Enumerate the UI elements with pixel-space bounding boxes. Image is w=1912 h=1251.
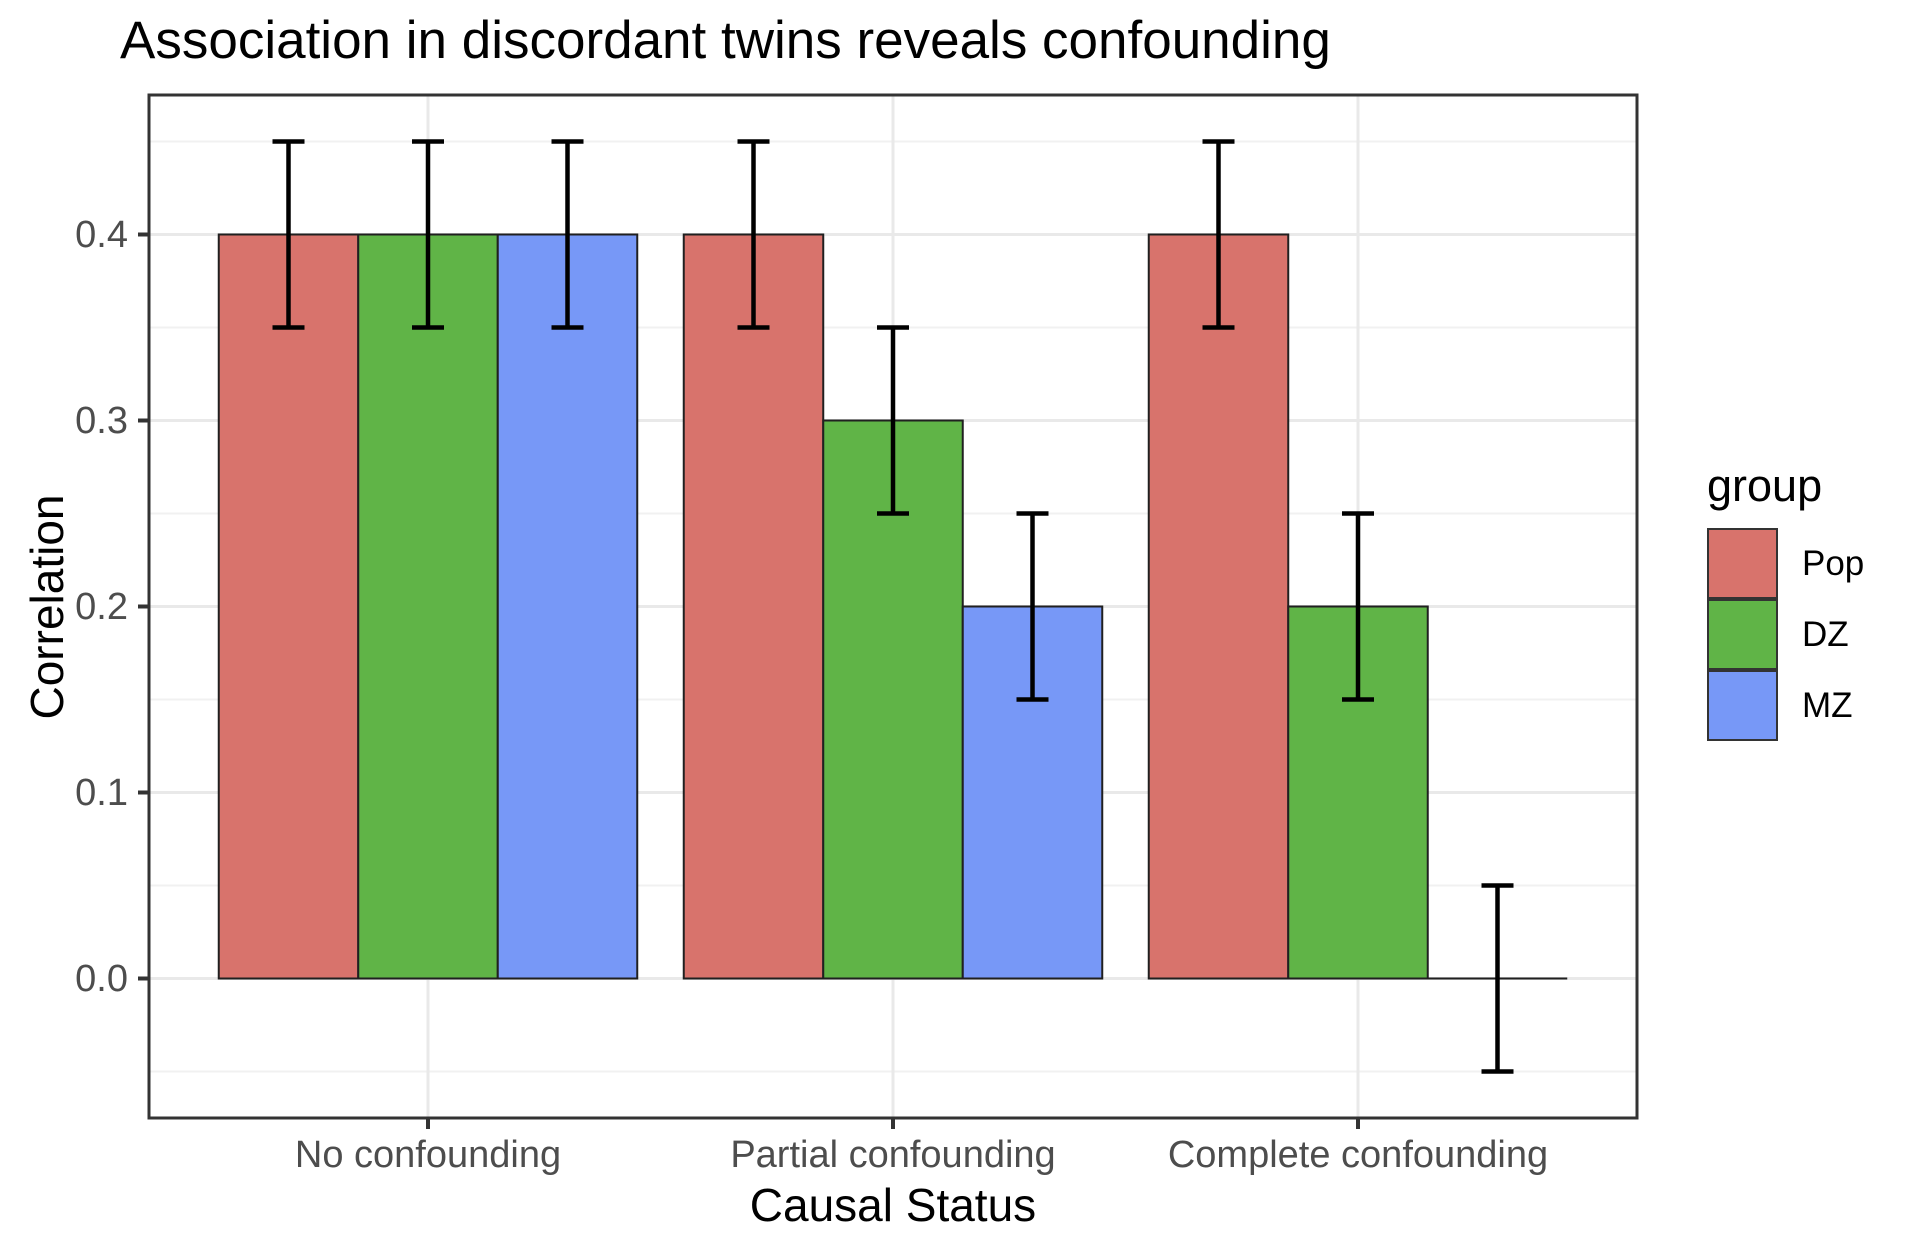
legend-swatch-dz — [1707, 599, 1778, 670]
x-axis-title: Causal Status — [749, 1179, 1037, 1231]
y-tick-label: 0.0 — [75, 957, 128, 1000]
x-tick-label: Complete confounding — [1167, 1134, 1549, 1176]
legend-label: DZ — [1802, 614, 1849, 654]
legend-items: Pop DZ MZ — [1707, 528, 1864, 741]
bar-pop-1 — [682, 233, 825, 980]
bar-pop-0 — [217, 233, 360, 980]
y-tick-label: 0.1 — [75, 771, 128, 814]
y-axis-tick-labels: 0.0 0.1 0.2 0.3 0.4 — [0, 0, 128, 1251]
y-tick-label: 0.3 — [75, 399, 128, 442]
legend-label: Pop — [1802, 543, 1865, 583]
legend-item-pop: Pop — [1707, 528, 1864, 599]
bar-dz-0 — [357, 233, 499, 980]
bar-pop-2 — [1147, 233, 1290, 980]
bar-mz-0 — [496, 233, 639, 980]
legend-item-mz: MZ — [1707, 670, 1864, 741]
legend-swatch-mz — [1707, 670, 1778, 741]
legend-title: group — [1707, 460, 1823, 511]
legend: group Pop DZ MZ — [1707, 460, 1864, 741]
legend-label: MZ — [1802, 685, 1853, 725]
x-tick-label: No confounding — [294, 1134, 562, 1176]
x-tick-label: Partial confounding — [730, 1134, 1056, 1176]
legend-swatch-pop — [1707, 528, 1778, 599]
chart-title: Association in discordant twins reveals … — [120, 11, 1331, 70]
legend-item-dz: DZ — [1707, 599, 1864, 670]
y-tick-label: 0.2 — [75, 585, 128, 628]
y-tick-label: 0.4 — [75, 213, 128, 256]
